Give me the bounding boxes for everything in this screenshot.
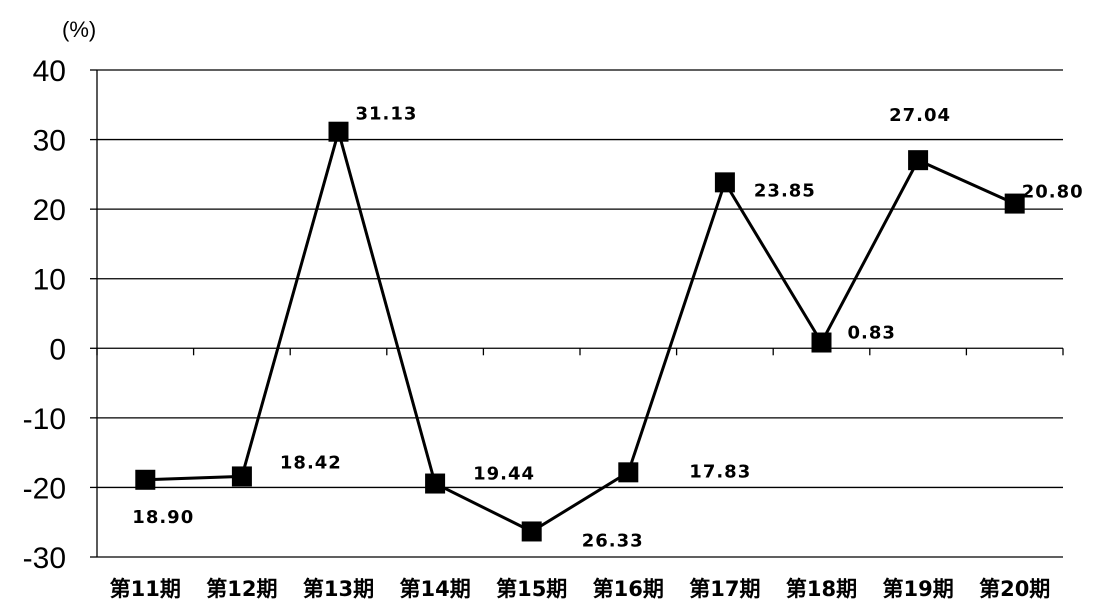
x-tick-label: 第11期 [110,577,181,601]
y-unit-label: (%) [62,17,96,42]
x-tick-label: 第18期 [786,577,857,601]
series-line [145,126,1016,534]
x-tick-label: 第20期 [979,577,1050,601]
data-point-marker [908,150,929,171]
x-tick-label: 第12期 [206,577,277,601]
data-label: 0.83 [848,323,896,344]
data-point-marker [1004,193,1025,214]
y-tick-label: 20 [33,194,66,227]
data-point-marker [135,469,156,490]
y-tick-label: 40 [33,55,66,88]
data-label: 26.33 [582,530,644,551]
data-point-marker [328,121,349,142]
y-tick-label: -30 [23,542,66,575]
data-point-marker [231,466,252,487]
data-labels: 18.90 18.42 31.13 19.44 26.33 17.83 23.85 0.83 2… [132,104,1084,552]
data-label: 20.80 [1022,182,1084,203]
x-tick-labels: 第11期 第12期 第13期 第14期 第15期 第16期 第17期 第18期 第19期 第20期 [110,577,1051,601]
x-tick-label: 第19期 [882,577,953,601]
axes [90,69,1064,558]
series-markers [135,121,1025,542]
data-label: 19.44 [473,464,535,485]
data-point-marker [425,473,446,494]
x-tick-label: 第13期 [303,577,374,601]
y-tick-label: 10 [33,264,66,297]
x-tick-label: 第16期 [593,577,664,601]
data-point-marker [811,332,832,353]
y-tick-label: 0 [49,333,66,366]
y-tick-label: -20 [23,472,66,505]
data-point-marker [714,172,735,193]
data-label: 27.04 [889,105,951,126]
data-point-marker [521,521,542,542]
y-tick-labels: 40 30 20 10 0 -10 -20 -30 [23,55,66,575]
y-tick-label: 30 [33,125,66,158]
data-point-marker [618,462,639,483]
data-label: 31.13 [356,104,418,125]
x-tick-label: 第17期 [689,577,760,601]
data-label: 17.83 [689,461,751,482]
data-label: 18.90 [132,507,194,528]
x-tick-label: 第14期 [399,577,470,601]
data-label: 23.85 [754,180,816,201]
data-label: 18.42 [280,452,342,473]
series-polyline [145,126,1016,534]
y-tick-label: -10 [23,403,66,436]
x-tick-label: 第15期 [496,577,567,601]
